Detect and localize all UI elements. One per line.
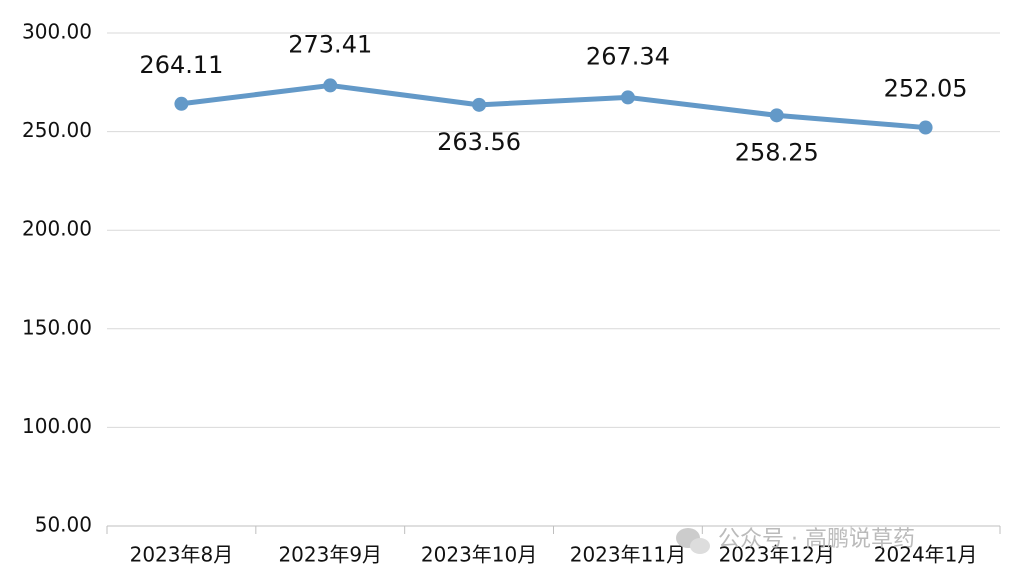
x-tick-label: 2023年12月 [719, 543, 835, 567]
line [181, 82, 926, 131]
watermark: 公众号 · 高鹏说草药 [676, 527, 915, 554]
point [174, 96, 189, 111]
point [769, 108, 784, 123]
x-tick-label: 2023年9月 [278, 543, 382, 567]
data-label: 263.56 [437, 128, 521, 156]
y-tick-label: 100.00 [22, 414, 92, 438]
y-tick-label: 250.00 [22, 118, 92, 142]
y-tick-label: 150.00 [22, 315, 92, 339]
data-label: 252.05 [884, 75, 968, 103]
point [620, 90, 635, 105]
point [323, 78, 338, 93]
y-tick-label: 50.00 [35, 513, 92, 537]
watermark-text: 公众号 · 高鹏说草药 [718, 527, 915, 552]
data-label: 264.11 [139, 51, 223, 79]
y-tick-label: 300.00 [22, 20, 92, 44]
point [472, 97, 487, 112]
y-tick-label: 200.00 [22, 217, 92, 241]
x-tick-label: 2023年11月 [570, 543, 686, 567]
data-label: 273.41 [288, 30, 372, 58]
x-tick-label: 2024年1月 [874, 543, 978, 567]
x-tick-label: 2023年10月 [421, 543, 537, 567]
data-label: 267.34 [586, 42, 670, 70]
x-tick-label: 2023年8月 [130, 543, 234, 567]
point [918, 120, 933, 135]
data-label: 258.25 [735, 138, 819, 166]
plot: 50.00 100.00 150.00 200.00 250.00 300.00 2023年… [22, 20, 1001, 567]
